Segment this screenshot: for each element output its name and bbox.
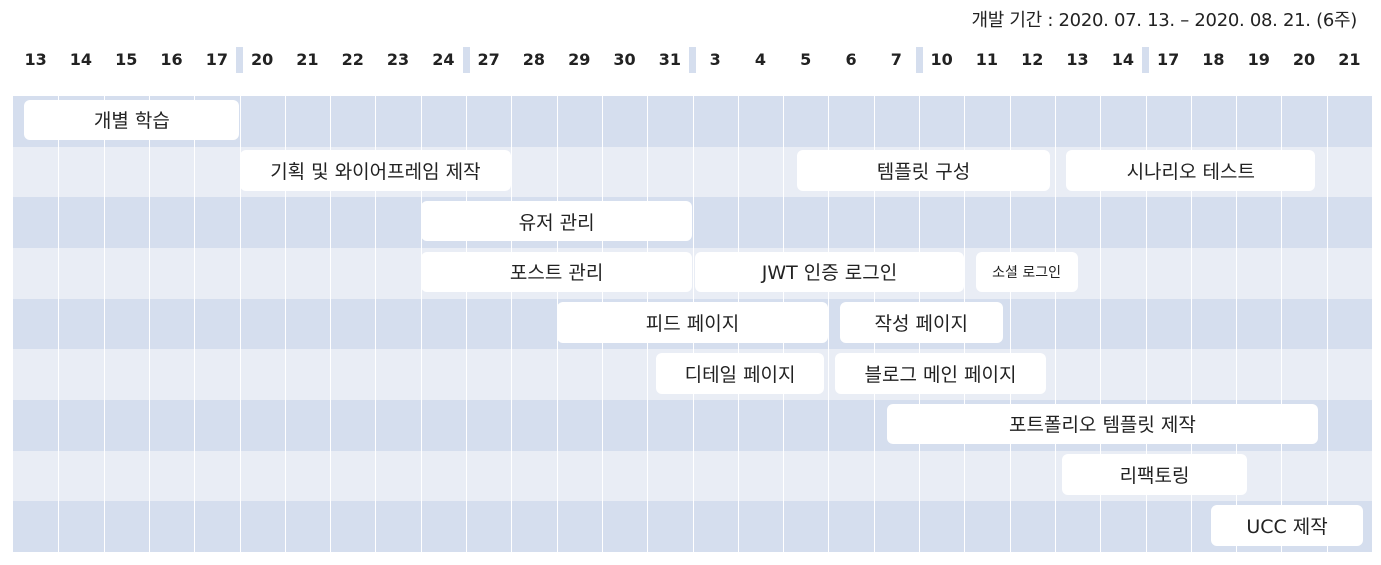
day-label: 3 (709, 50, 721, 69)
grid-line (1236, 96, 1238, 552)
week-separator (1142, 47, 1149, 73)
day-label: 12 (1021, 50, 1044, 69)
task-bar: 블로그 메인 페이지 (835, 352, 1046, 394)
day-label: 18 (1202, 50, 1225, 69)
grid-line (1054, 96, 1056, 552)
task-bar: 포트폴리오 템플릿 제작 (887, 403, 1318, 445)
day-label: 10 (930, 50, 953, 69)
day-label: 30 (613, 50, 636, 69)
day-label: 13 (24, 50, 47, 69)
day-label: 22 (341, 50, 364, 69)
day-label: 4 (754, 50, 766, 69)
grid-line (1100, 96, 1102, 552)
grid-line (1281, 96, 1283, 552)
day-label: 16 (160, 50, 183, 69)
grid-line (1326, 96, 1328, 552)
grid-line (284, 96, 286, 552)
day-label: 14 (1111, 50, 1134, 69)
grid-line (511, 96, 513, 552)
grid-line (1190, 96, 1192, 552)
grid-line (828, 96, 830, 552)
task-bar: 개별 학습 (24, 99, 240, 141)
grid-line (330, 96, 332, 552)
day-label: 14 (69, 50, 93, 69)
task-bar: 기획 및 와이어프레임 제작 (239, 150, 512, 191)
development-period-label: 개발 기간 : 2020. 07. 13. – 2020. 08. 21. (6… (971, 10, 1357, 31)
task-bar: 소셜 로그인 (975, 251, 1078, 293)
day-label: 27 (477, 50, 500, 69)
week-separator (915, 47, 923, 73)
day-label: 19 (1247, 50, 1270, 69)
day-label: 7 (890, 50, 902, 69)
grid-line (1145, 96, 1147, 552)
day-label: 6 (845, 50, 857, 69)
day-label: 21 (1338, 50, 1361, 69)
day-label: 20 (251, 50, 274, 69)
task-bar: 템플릿 구성 (796, 150, 1051, 191)
day-label: 5 (800, 50, 812, 69)
day-label: 29 (568, 50, 591, 69)
grid-line (194, 96, 196, 552)
task-bar: 작성 페이지 (839, 302, 1003, 343)
grid-line (466, 96, 467, 552)
day-label: 17 (205, 50, 228, 69)
grid-line (148, 96, 150, 552)
week-separator (689, 47, 696, 73)
day-label: 28 (522, 50, 546, 69)
week-separator (236, 47, 243, 73)
day-label: 13 (1066, 50, 1089, 69)
task-bar: 포스트 관리 (420, 251, 693, 293)
day-label: 21 (296, 50, 319, 69)
day-header: 13 14 15 16 17 20 21 22 23 24 27 28 29 30 31 3 4 5 6 7 10 11 1… (0, 0, 1381, 80)
day-label: 24 (432, 50, 455, 69)
task-bar: 시나리오 테스트 (1066, 150, 1316, 191)
day-label: 17 (1157, 50, 1180, 69)
task-bar: UCC 제작 (1211, 504, 1363, 546)
grid-line (239, 96, 241, 552)
week-separator (462, 47, 470, 73)
task-bar: 피드 페이지 (556, 302, 829, 343)
grid-line (375, 96, 377, 552)
grid-line (1009, 96, 1011, 552)
task-bar: JWT 인증 로그인 (694, 251, 965, 293)
day-label: 23 (386, 50, 410, 69)
day-label: 20 (1292, 50, 1316, 69)
grid-line (103, 96, 105, 552)
grid-line (420, 96, 422, 552)
day-label: 15 (115, 50, 138, 69)
day-label: 31 (658, 50, 681, 69)
task-bar: 디테일 페이지 (656, 352, 824, 394)
day-label: 11 (975, 50, 999, 69)
task-bar: 리팩토링 (1061, 454, 1248, 495)
task-bar: 유저 관리 (420, 200, 693, 242)
grid-line (58, 96, 60, 552)
